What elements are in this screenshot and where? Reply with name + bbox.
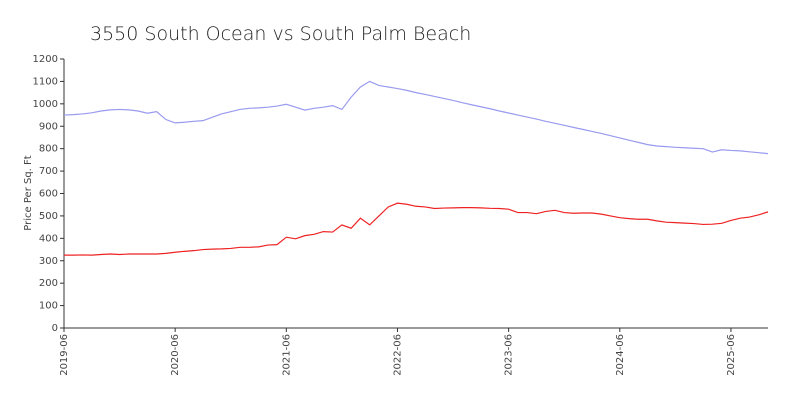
y-axis-label: Price Per Sq. Ft xyxy=(23,155,34,230)
x-tick-label: 2024-06 xyxy=(615,334,626,376)
x-tick-label: 2020-06 xyxy=(170,334,181,376)
line-series xyxy=(63,80,769,155)
y-tick-label: 1000 xyxy=(33,99,58,110)
y-tick-label: 100 xyxy=(39,301,58,312)
y-tick-label: 200 xyxy=(39,278,58,289)
x-tick-label: 2022-06 xyxy=(392,334,403,376)
y-tick-label: 500 xyxy=(39,211,58,222)
y-tick-label: 800 xyxy=(39,144,58,155)
y-tick-label: 1200 xyxy=(33,54,58,65)
y-tick-label: 900 xyxy=(39,121,58,132)
y-tick-label: 1100 xyxy=(33,76,58,87)
y-tick-label: 0 xyxy=(52,323,58,334)
y-tick-label: 600 xyxy=(39,189,58,200)
y-tick-label: 700 xyxy=(39,166,58,177)
x-tick-label: 2023-06 xyxy=(504,334,515,376)
y-tick-label: 400 xyxy=(39,233,58,244)
x-tick-label: 2021-06 xyxy=(281,334,292,376)
y-tick-label: 300 xyxy=(39,256,58,267)
x-tick-label: 2025-06 xyxy=(726,334,737,376)
chart-title: 3550 South Ocean vs South Palm Beach xyxy=(90,23,471,45)
line-series xyxy=(64,202,769,256)
x-tick-label: 2019-06 xyxy=(59,334,70,376)
